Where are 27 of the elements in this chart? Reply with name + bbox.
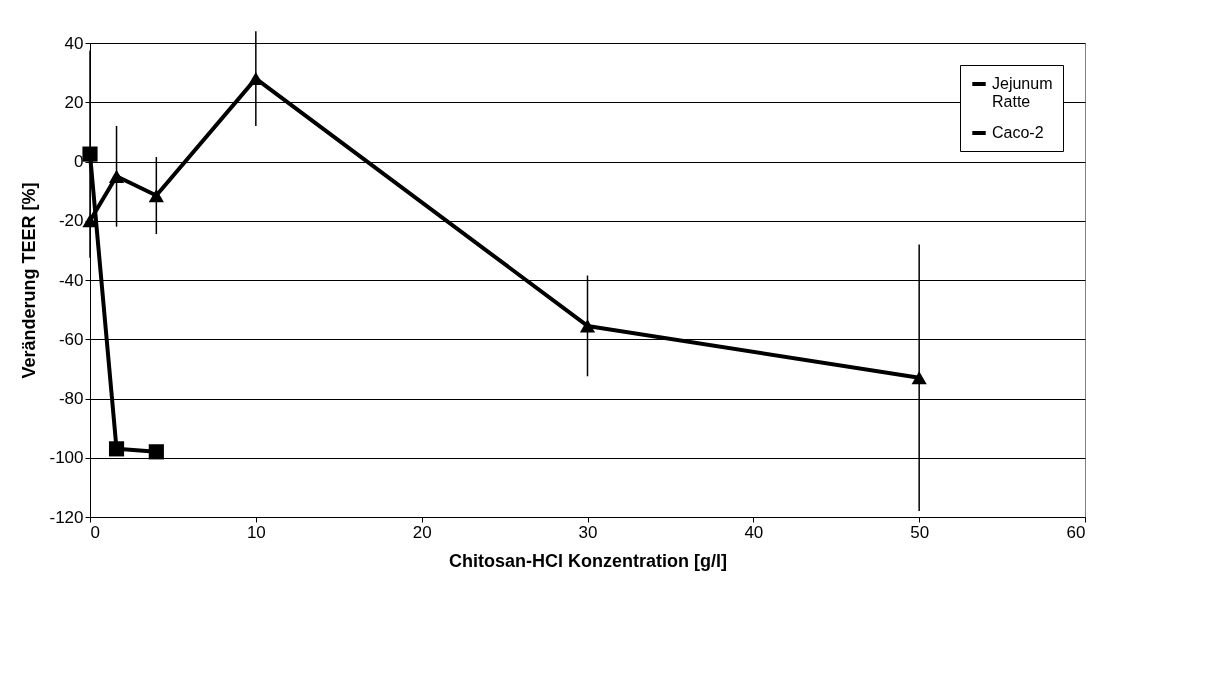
point <box>579 319 596 333</box>
y-tick-label: -40 <box>58 270 84 290</box>
x-tick-label: 20 <box>412 522 432 542</box>
x-tick-label: 40 <box>744 522 764 542</box>
y-tick-label: -20 <box>58 211 84 231</box>
legend-label: Caco-2 <box>992 124 1044 141</box>
point <box>148 444 164 460</box>
x-tick-label: 10 <box>246 522 266 542</box>
y-tick-label: 0 <box>74 152 84 171</box>
x-tick-label: 30 <box>578 522 598 542</box>
x-tick-label: 50 <box>910 522 930 542</box>
y-tick-label: 20 <box>64 92 84 112</box>
point <box>82 146 98 162</box>
point <box>911 371 927 385</box>
x-tick-label: 0 <box>90 522 100 542</box>
point <box>108 441 125 457</box>
y-tick-label: -120 <box>49 507 84 527</box>
point <box>148 189 164 203</box>
y-tick-label: 40 <box>64 33 84 53</box>
x-axis-title: Chitosan-HCl Konzentration [g/l] <box>449 550 727 571</box>
y-tick-label: -80 <box>58 389 84 408</box>
y-tick-label: -100 <box>49 448 84 468</box>
legend-label: Jejunum Ratte <box>992 75 1053 110</box>
y-tick-label: -60 <box>58 329 84 349</box>
x-tick-label: 60 <box>1066 522 1086 542</box>
point <box>108 169 125 183</box>
y-axis-title: Veränderung TEER [%] <box>19 182 40 379</box>
